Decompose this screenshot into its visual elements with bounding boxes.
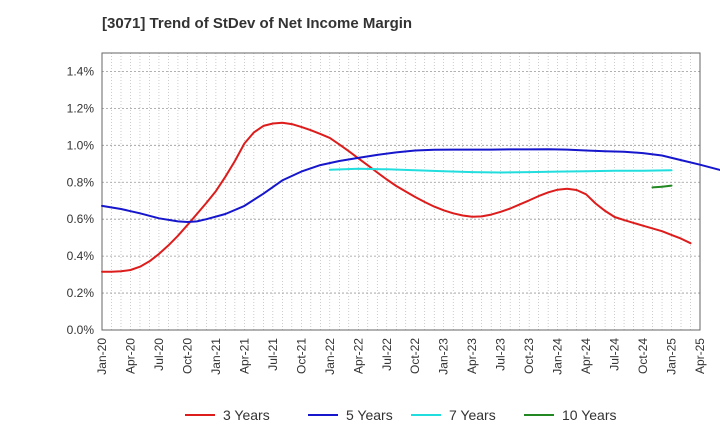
x-tick-label: Jan-25: [665, 338, 679, 375]
x-tick-label: Apr-24: [579, 338, 593, 374]
series-line: [101, 148, 720, 223]
legend-label: 3 Years: [223, 407, 270, 423]
legend-label: 5 Years: [346, 407, 393, 423]
axes: 0.0% 0.2% 0.4% 0.6% 0.8% 1.0% 1.2% 1.4% Jan-20 Ap…: [67, 52, 707, 375]
legend-label: 10 Years: [562, 407, 617, 423]
y-tick-label: 0.2%: [67, 286, 95, 300]
y-tick-label: 0.0%: [67, 323, 95, 337]
x-tick-label: Apr-25: [693, 338, 707, 374]
x-tick-label: Jan-21: [209, 338, 223, 375]
x-tick-label: Oct-23: [522, 338, 536, 374]
series-line: [101, 121, 692, 273]
y-tick-label: 0.4%: [67, 249, 95, 263]
grid: [102, 53, 700, 330]
legend: 3 Years 5 Years 7 Years 10 Years: [185, 407, 617, 423]
y-tick-label: 1.2%: [67, 101, 95, 115]
x-tick-label: Jan-20: [95, 338, 109, 375]
x-tick-label: Oct-20: [180, 338, 194, 374]
plot-frame: [101, 52, 701, 331]
series-line: [651, 184, 673, 189]
chart-title: [3071] Trend of StDev of Net Income Marg…: [102, 15, 413, 32]
x-tick-label: Oct-21: [294, 338, 308, 374]
x-tick-label: Oct-22: [408, 338, 422, 374]
y-tick-label: 0.8%: [67, 175, 95, 189]
x-tick-label: Jul-22: [380, 338, 394, 371]
x-tick-label: Apr-22: [351, 338, 365, 374]
series-line: [328, 167, 673, 174]
y-tick-label: 1.0%: [67, 138, 95, 152]
x-tick-label: Jan-22: [323, 338, 337, 375]
y-tick-label: 1.4%: [67, 64, 95, 78]
x-tick-label: Jul-23: [494, 338, 508, 371]
x-tick-label: Oct-24: [636, 338, 650, 374]
legend-label: 7 Years: [449, 407, 496, 423]
y-tick-label: 0.6%: [67, 212, 95, 226]
x-tick-label: Jan-23: [437, 338, 451, 375]
x-tick-label: Jan-24: [551, 338, 565, 375]
x-tick-label: Apr-23: [465, 338, 479, 374]
plot-series: [101, 121, 720, 273]
x-tick-label: Jul-21: [266, 338, 280, 371]
x-tick-label: Apr-21: [237, 338, 251, 374]
x-tick-label: Apr-20: [123, 338, 137, 374]
x-tick-label: Jul-20: [152, 338, 166, 371]
x-tick-label: Jul-24: [608, 338, 622, 371]
